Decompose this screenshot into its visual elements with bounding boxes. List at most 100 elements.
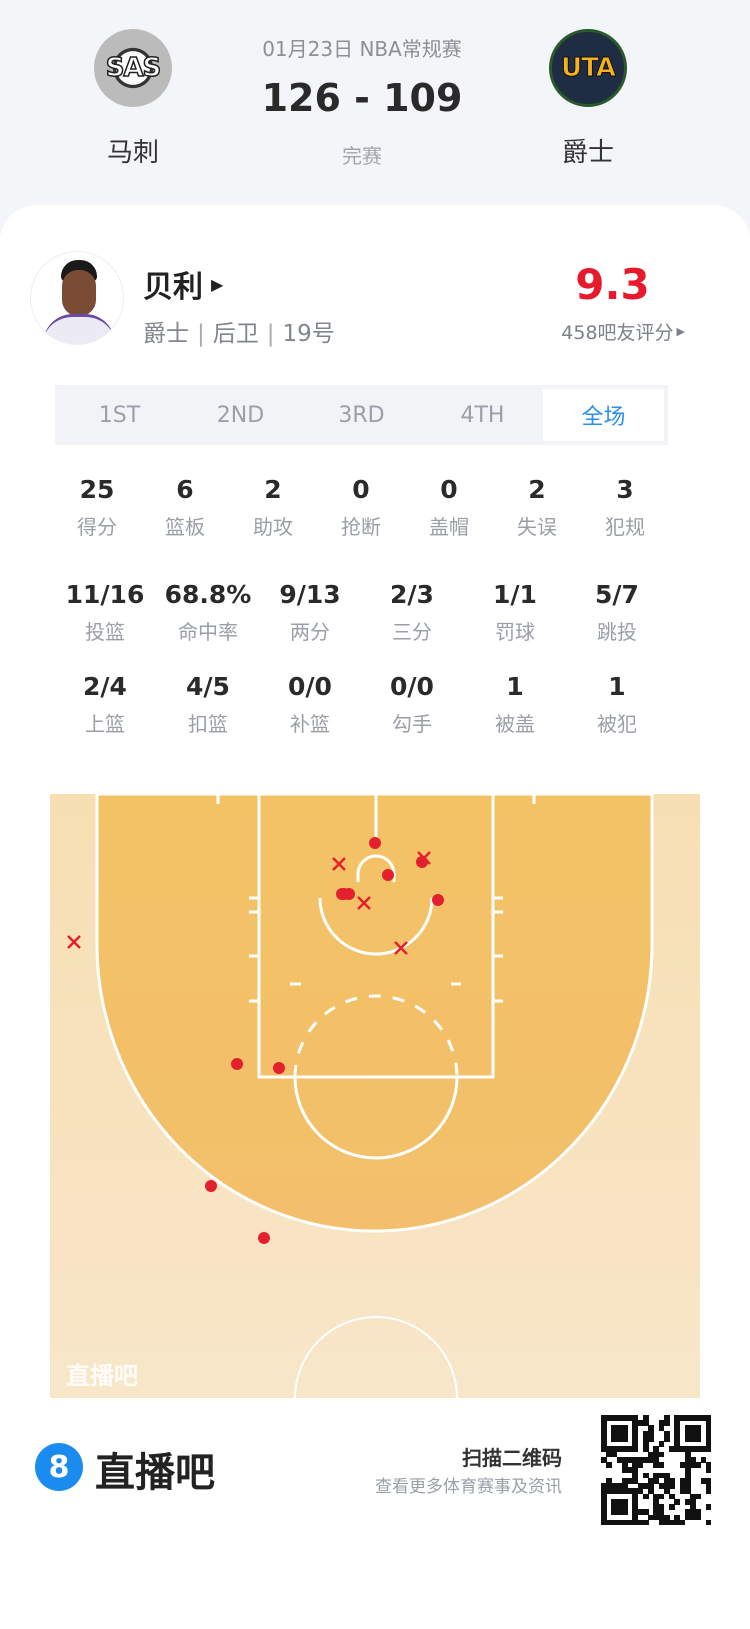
- stat-item: 1 被盖: [460, 672, 570, 737]
- made-shot-marker: [205, 1180, 217, 1192]
- stat-label: 犯规: [605, 515, 645, 539]
- stat-label: 被犯: [597, 712, 637, 736]
- tab-3rd[interactable]: 3RD: [338, 402, 385, 428]
- divider: |: [266, 321, 275, 347]
- player-avatar[interactable]: [30, 251, 124, 345]
- stat-label: 被盖: [495, 712, 535, 736]
- paint: [257, 794, 495, 1079]
- rating-link[interactable]: 458吧友评分 ▶: [500, 318, 685, 345]
- free-throw-circle: [293, 1076, 459, 1160]
- brand-name: 直播吧: [95, 1450, 215, 1496]
- qr-code[interactable]: [601, 1415, 712, 1526]
- stat-item: 2 失误: [482, 475, 592, 540]
- made-shot-marker: [382, 869, 394, 881]
- tab-full-game[interactable]: 全场: [543, 389, 664, 441]
- rim-arc: [356, 854, 396, 882]
- stat-item: 0 抢断: [306, 475, 416, 540]
- watermark: 直播吧: [66, 1362, 138, 1390]
- stat-value: 68.8%: [164, 580, 252, 609]
- stat-label: 扣篮: [188, 712, 228, 736]
- player-team: 爵士: [143, 321, 189, 347]
- stat-item: 0/0 补篮: [255, 672, 365, 737]
- stat-label: 三分: [392, 620, 432, 644]
- away-team-name[interactable]: 爵士: [561, 138, 614, 168]
- period-tabs: 1ST 2ND 3RD 4TH 全场: [55, 385, 668, 445]
- stat-label: 篮板: [165, 515, 205, 539]
- scan-subtitle: 查看更多体育赛事及资讯: [375, 1477, 562, 1497]
- tab-4th[interactable]: 4TH: [460, 402, 505, 428]
- player-number: 19号: [282, 321, 335, 347]
- stat-value: 0: [440, 475, 458, 504]
- spurs-logo: SAS: [94, 29, 172, 107]
- made-shot-marker: [416, 856, 428, 868]
- stat-value: 1: [608, 672, 626, 701]
- made-shot-marker: [432, 894, 444, 906]
- stat-value: 4/5: [186, 672, 230, 701]
- stat-item: 0/0 勾手: [357, 672, 467, 737]
- stat-value: 2: [528, 475, 546, 504]
- stat-value: 1/1: [493, 580, 537, 609]
- stat-label: 跳投: [597, 620, 637, 644]
- restricted-arc: [318, 897, 434, 956]
- made-shot-marker: [273, 1062, 285, 1074]
- stat-item: 6 篮板: [130, 475, 240, 540]
- missed-shot-marker: [357, 896, 371, 910]
- stat-label: 投篮: [85, 620, 125, 644]
- caret-right-icon: ▶: [676, 325, 685, 338]
- center-circle: [294, 1316, 458, 1399]
- stat-value: 0/0: [390, 672, 434, 701]
- brand-logo-icon: 8: [35, 1443, 83, 1491]
- tab-1st[interactable]: 1ST: [98, 402, 141, 428]
- stat-value: 9/13: [279, 580, 341, 609]
- avatar-jersey: [43, 314, 115, 344]
- stat-item: 25 得分: [42, 475, 152, 540]
- stat-value: 0: [352, 475, 370, 504]
- free-throw-circle-dashed: [293, 994, 459, 1078]
- stat-item: 3 犯规: [570, 475, 680, 540]
- stat-label: 上篮: [85, 712, 125, 736]
- home-team-name[interactable]: 马刺: [106, 138, 159, 168]
- stat-item: 9/13 两分: [255, 580, 365, 645]
- stat-label: 两分: [290, 620, 330, 644]
- stat-value: 5/7: [595, 580, 639, 609]
- rating-caption: 458吧友评分: [561, 322, 674, 344]
- stat-value: 1: [506, 672, 524, 701]
- stat-item: 11/16 投篮: [50, 580, 160, 645]
- stat-value: 25: [79, 475, 115, 504]
- made-shot-marker: [369, 837, 381, 849]
- stat-label: 盖帽: [429, 515, 469, 539]
- stat-label: 得分: [77, 515, 117, 539]
- stat-value: 2: [264, 475, 282, 504]
- shot-chart: 直播吧: [50, 792, 700, 1399]
- scan-title: 扫描二维码: [462, 1446, 562, 1470]
- tab-2nd[interactable]: 2ND: [216, 402, 265, 428]
- stat-label: 勾手: [392, 712, 432, 736]
- stat-label: 抢断: [341, 515, 381, 539]
- stat-label: 补篮: [290, 712, 330, 736]
- stat-value: 11/16: [65, 580, 145, 609]
- stat-item: 2/4 上篮: [50, 672, 160, 737]
- stat-item: 1/1 罚球: [460, 580, 570, 645]
- jazz-logo: UTA: [549, 29, 627, 107]
- caret-right-icon: ▶: [211, 274, 224, 294]
- match-date-league: 01月23日 NBA常规赛: [262, 37, 462, 61]
- missed-shot-marker: [67, 935, 81, 949]
- divider: |: [197, 321, 205, 347]
- player-name-link[interactable]: 贝利 ▶: [143, 262, 223, 306]
- stat-label: 罚球: [495, 620, 535, 644]
- stat-value: 2/3: [390, 580, 434, 609]
- match-status: 完赛: [342, 144, 382, 168]
- player-name: 贝利: [143, 270, 203, 305]
- stat-item: 4/5 扣篮: [153, 672, 263, 737]
- made-shot-marker: [258, 1232, 270, 1244]
- stat-value: 2/4: [83, 672, 127, 701]
- player-rating: 9.3: [575, 260, 650, 309]
- player-meta: 爵士 | 后卫 | 19号: [143, 314, 335, 348]
- three-point-line: [95, 792, 654, 1233]
- stat-label: 命中率: [178, 620, 238, 644]
- stat-item: 68.8% 命中率: [153, 580, 263, 645]
- stat-label: 助攻: [253, 515, 293, 539]
- stat-item: 0 盖帽: [394, 475, 504, 540]
- made-shot-marker: [338, 888, 350, 900]
- player-position: 后卫: [212, 321, 259, 347]
